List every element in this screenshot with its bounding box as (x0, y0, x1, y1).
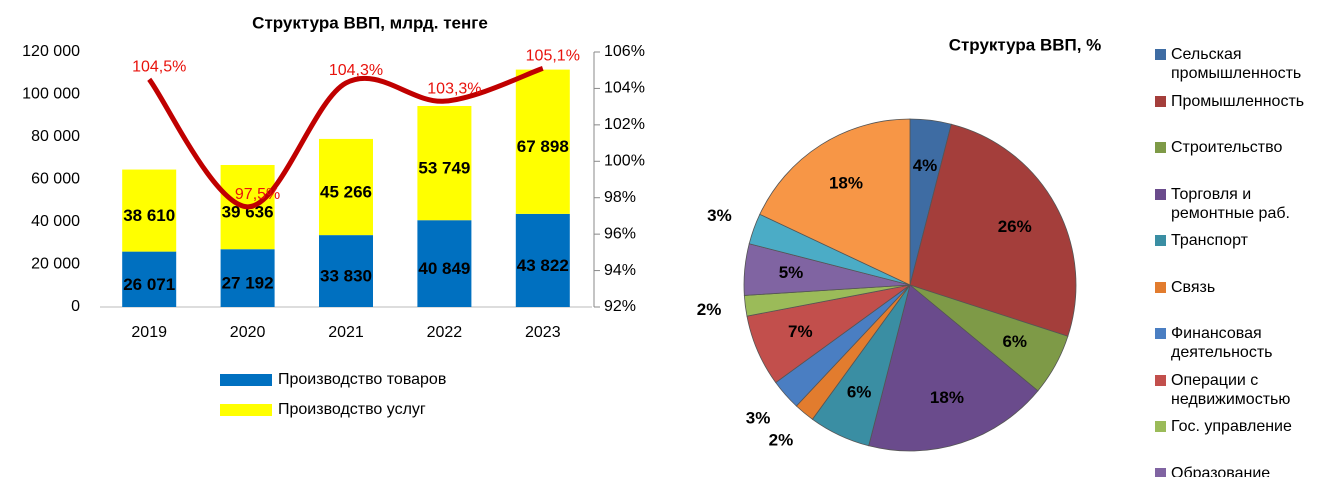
y-tick-label: 60 000 (31, 171, 80, 188)
legend-swatch (220, 374, 272, 386)
bar (417, 220, 472, 307)
legend-label: Финансовая деятельность (1171, 325, 1273, 361)
legend-entry: Образование (1155, 464, 1321, 477)
bar (220, 249, 275, 307)
data-label: 43 822 (517, 256, 569, 275)
legend-label: Сельская промышленность (1171, 46, 1302, 82)
y2-tick-label: 102% (604, 116, 645, 133)
legend-swatch (1155, 49, 1166, 60)
legend-swatch (1155, 328, 1166, 339)
legend-swatch (1155, 421, 1166, 432)
data-label: 45 266 (320, 183, 372, 202)
legend-swatch (1155, 142, 1166, 153)
x-tick-label: 2023 (525, 324, 561, 341)
x-tick-label: 2022 (427, 324, 463, 341)
legend-label: Промышленность (1171, 92, 1305, 110)
data-label: 26% (998, 217, 1032, 236)
legend-swatch (1155, 374, 1166, 386)
y-tick-label: 0 (71, 298, 80, 315)
legend-entry: Гос. управление (1155, 417, 1321, 436)
legend-label: Строительство (1171, 139, 1283, 156)
legend-entry: Строительство (1155, 138, 1321, 157)
y-tick-label: 120 000 (22, 43, 80, 60)
pie-slice (759, 118, 911, 286)
bar (515, 213, 570, 307)
y-tick-label: 100 000 (22, 86, 80, 103)
data-label: 3% (707, 206, 732, 225)
data-label: 104,5% (132, 59, 186, 76)
y2-tick-label: 92% (604, 298, 636, 315)
bar (515, 69, 570, 214)
y2-tick-label: 106% (604, 43, 645, 60)
data-label: 40 849 (418, 259, 470, 278)
y-tick-label: 40 000 (31, 213, 80, 230)
pie-slice (909, 123, 1077, 337)
data-label: 2% (769, 431, 794, 450)
data-label: 4% (913, 156, 938, 175)
legend-label: Торговля и ремонтные раб. (1171, 185, 1290, 222)
x-tick-label: 2019 (131, 324, 167, 341)
bar (319, 138, 373, 236)
bar (417, 105, 472, 221)
legend-label: Образование (1171, 464, 1271, 477)
data-label: 7% (788, 322, 813, 341)
legend-swatch (220, 404, 272, 416)
legend-swatch (1155, 95, 1166, 107)
legend-entry: Операции с недвижимостью (1155, 371, 1321, 409)
data-label: 97,5% (235, 186, 280, 203)
x-tick-label: 2020 (230, 324, 266, 341)
legend-entry: Торговля и ремонтные раб. (1155, 185, 1321, 223)
line (147, 66, 544, 210)
legend-label: Производство товаров (278, 371, 446, 388)
legend-entry: Финансовая деятельность (1155, 324, 1321, 362)
legend-label: Связь (1171, 278, 1216, 296)
legend-entry: Сельская промышленность (1155, 45, 1321, 83)
data-label: 18% (829, 174, 863, 193)
data-label: 27 192 (222, 274, 274, 293)
legend-swatch (1155, 188, 1166, 200)
data-label: 105,1% (526, 48, 580, 65)
data-label: 103,3% (427, 80, 481, 97)
data-label: 39 636 (222, 203, 274, 222)
legend-label: Операции с недвижимостью (1171, 371, 1291, 408)
data-label: 38 610 (123, 206, 175, 225)
y2-tick-label: 100% (604, 153, 645, 170)
pie-slice (868, 284, 1039, 452)
bar (319, 235, 373, 307)
legend-swatch (1155, 467, 1166, 477)
legend-label: Производство услуг (278, 401, 426, 418)
legend-swatch (1155, 235, 1166, 246)
y-tick-label: 20 000 (31, 256, 80, 273)
legend-entry: Транспорт (1155, 231, 1321, 250)
y2-tick-label: 94% (604, 262, 636, 279)
y2-tick-label: 96% (604, 225, 636, 242)
data-label: 2% (697, 300, 722, 319)
data-label: 6% (847, 383, 872, 402)
data-label: 3% (746, 408, 771, 427)
legend-label: Гос. управление (1171, 418, 1292, 435)
legend-entry: Промышленность (1155, 92, 1321, 111)
data-label: 18% (930, 388, 964, 407)
x-tick-label: 2021 (328, 324, 364, 341)
data-label: 67 898 (517, 137, 569, 156)
legend-entry: Связь (1155, 278, 1321, 297)
legend-label: Транспорт (1171, 232, 1248, 249)
data-label: 6% (1002, 332, 1027, 351)
legend-swatch (1155, 281, 1166, 293)
y-tick-label: 80 000 (31, 128, 80, 145)
data-label: 33 830 (320, 267, 372, 286)
y2-tick-label: 98% (604, 189, 636, 206)
data-label: 53 749 (418, 159, 470, 178)
chart-title: Структура ВВП, млрд. тенге (252, 13, 488, 32)
bar (122, 251, 177, 307)
data-label: 104,3% (329, 62, 383, 79)
chart-title: Структура ВВП, % (949, 35, 1102, 54)
data-label: 26 071 (123, 275, 175, 294)
data-label: 5% (779, 263, 804, 282)
y2-tick-label: 104% (604, 80, 645, 97)
bar (122, 169, 177, 252)
